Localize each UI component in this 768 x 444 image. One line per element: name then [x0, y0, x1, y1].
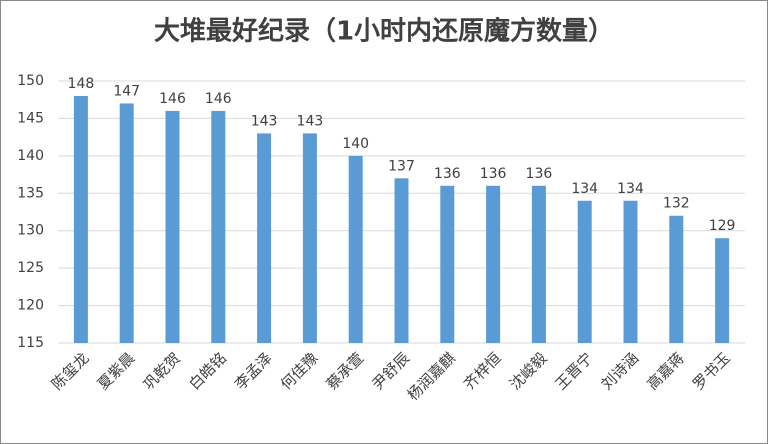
- y-tick-label: 120: [17, 298, 44, 314]
- data-label: 148: [68, 76, 95, 92]
- bar: [715, 238, 730, 343]
- y-tick-label: 145: [17, 110, 44, 126]
- y-tick-label: 125: [17, 260, 44, 276]
- data-label: 146: [205, 91, 232, 107]
- y-tick-label: 115: [17, 335, 44, 351]
- data-label: 140: [342, 136, 369, 152]
- data-label: 136: [526, 166, 553, 182]
- data-label: 147: [113, 83, 140, 99]
- bar: [302, 133, 317, 343]
- bar: [577, 200, 592, 343]
- y-tick-label: 135: [17, 185, 44, 201]
- bar: [165, 110, 180, 343]
- bar: [211, 110, 226, 343]
- y-tick-label: 150: [17, 73, 44, 89]
- bar: [623, 200, 638, 343]
- data-label: 134: [617, 181, 644, 197]
- bar: [73, 95, 88, 343]
- bar: [394, 178, 409, 343]
- data-label: 132: [663, 196, 690, 212]
- data-label: 143: [297, 113, 324, 129]
- y-tick-label: 140: [17, 148, 44, 164]
- bar: [348, 155, 363, 343]
- bar: [669, 215, 684, 343]
- chart-title: 大堆最好纪录（1小时内还原魔方数量）: [154, 16, 614, 47]
- data-label: 134: [571, 181, 598, 197]
- bar: [119, 103, 134, 343]
- data-label: 136: [434, 166, 461, 182]
- data-label: 136: [480, 166, 507, 182]
- data-label: 146: [159, 91, 186, 107]
- bar: [257, 133, 272, 343]
- data-label: 129: [709, 218, 736, 234]
- data-label: 137: [388, 158, 415, 174]
- bar: [486, 185, 501, 343]
- y-tick-label: 130: [17, 223, 44, 239]
- data-label: 143: [251, 113, 278, 129]
- bar: [531, 185, 546, 343]
- bar: [440, 185, 455, 343]
